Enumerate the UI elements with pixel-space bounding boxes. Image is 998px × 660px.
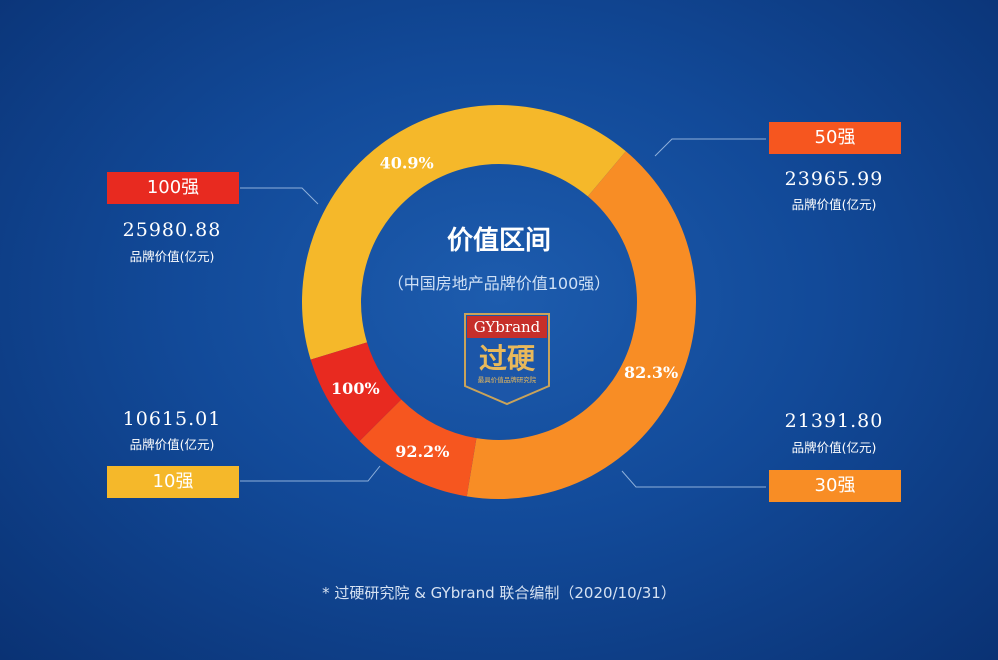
logo-tagline: 最具价值品牌研究院 xyxy=(478,375,537,384)
percent-labels: 40.9% 82.3% 92.2% 100% xyxy=(331,153,678,461)
slice-10强 xyxy=(302,105,626,360)
value-top10: 10615.01 xyxy=(122,408,222,430)
slice-50强 xyxy=(359,399,477,497)
leader-top10 xyxy=(240,465,381,482)
chart-subtitle: （中国房地产品牌价值100强） xyxy=(387,274,611,293)
value-top100: 25980.88 xyxy=(122,219,222,241)
tag-top10: 10强 xyxy=(107,466,239,498)
tag-top30: 30强 xyxy=(769,470,901,502)
percent-label-100强: 100% xyxy=(331,379,380,398)
value-top50: 23965.99 xyxy=(784,168,884,190)
value-top30: 21391.80 xyxy=(784,410,884,432)
leader-top50 xyxy=(654,138,766,157)
leader-top100 xyxy=(240,187,319,205)
unit-top10: 品牌价值(亿元) xyxy=(129,437,215,452)
unit-top30: 品牌价值(亿元) xyxy=(791,440,877,455)
gybrand-logo: GYbrand 过硬 最具价值品牌研究院 xyxy=(464,313,550,406)
tag-top50: 50强 xyxy=(769,122,901,154)
percent-label-10强: 40.9% xyxy=(380,153,434,172)
footer-note: * 过硬研究院 & GYbrand 联合编制（2020/10/31） xyxy=(322,584,676,602)
logo-name: 过硬 xyxy=(479,342,536,375)
tag-top100: 100强 xyxy=(107,172,239,204)
leader-top30 xyxy=(621,470,766,488)
donut-slices xyxy=(302,105,696,500)
logo-brand: GYbrand xyxy=(474,318,541,336)
slice-30强 xyxy=(466,151,696,500)
percent-label-50强: 92.2% xyxy=(395,442,449,461)
slice-100强 xyxy=(310,342,402,442)
unit-top100: 品牌价值(亿元) xyxy=(129,249,215,264)
percent-label-30强: 82.3% xyxy=(624,363,678,382)
unit-top50: 品牌价值(亿元) xyxy=(791,197,877,212)
leader-lines xyxy=(240,138,766,488)
chart-title: 价值区间 xyxy=(446,226,551,256)
